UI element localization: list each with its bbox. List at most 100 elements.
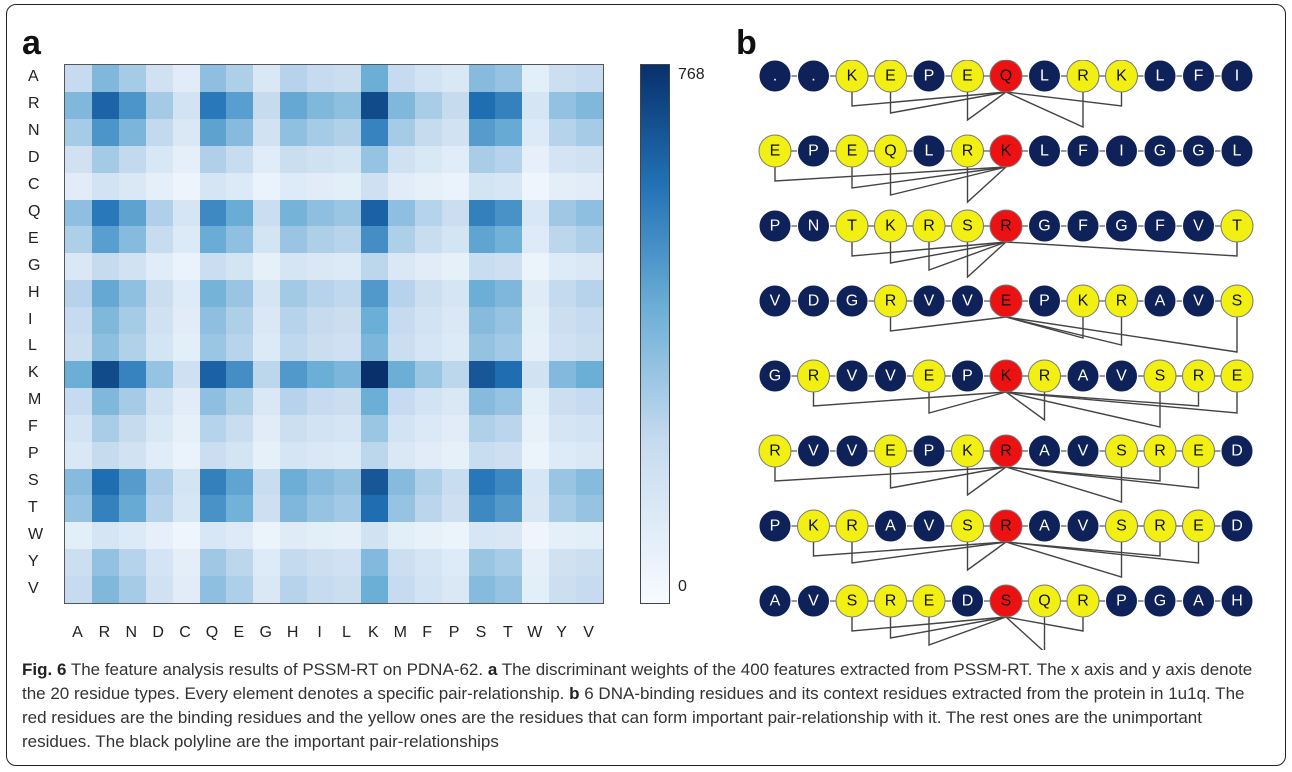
heatmap-cell (468, 118, 496, 147)
other-residue (835, 284, 869, 318)
heatmap-cell (576, 468, 604, 496)
residue-letter: K (808, 518, 819, 535)
heatmap-cell (280, 522, 308, 550)
heatmap-cell (226, 280, 254, 308)
residue-letter: E (1232, 368, 1243, 385)
heatmap-cell (441, 145, 469, 174)
row-label: G (28, 256, 41, 274)
heatmap-cell (441, 199, 469, 227)
context-residue (951, 60, 984, 93)
heatmap-cell (145, 91, 174, 120)
pair-relationship-line (1005, 316, 1084, 339)
context-residue (1066, 60, 1100, 93)
heatmap-cell (145, 495, 174, 523)
heatmap-cell (172, 280, 200, 308)
heatmap-cell (495, 199, 523, 227)
heatmap-cell (226, 576, 254, 604)
row-label: T (28, 498, 38, 516)
caption-a-text: The discriminant weights of the 400 feat… (22, 660, 1253, 703)
heatmap-cell (334, 226, 362, 254)
heatmap-cell (199, 118, 227, 147)
heatmap-cell (576, 495, 604, 523)
residue-letter: P (1116, 593, 1127, 610)
context-residue (951, 509, 984, 543)
residue-letter: R (885, 593, 897, 610)
heatmap-cell (576, 226, 604, 254)
heatmap-cell (334, 576, 362, 604)
heatmap-cell (441, 387, 469, 416)
heatmap-cell (91, 172, 120, 200)
heatmap-cell (280, 226, 308, 254)
caption-b-text: 6 DNA-binding residues and its context r… (22, 684, 1245, 751)
heatmap-cell (387, 441, 416, 469)
residue-letter: L (925, 143, 934, 160)
heatmap-cell (307, 91, 335, 120)
heatmap-cell (495, 549, 523, 577)
heatmap-cell (334, 172, 362, 200)
residue-letter: R (1000, 518, 1012, 535)
heatmap-cell (118, 334, 147, 362)
heatmap-cell (468, 172, 496, 200)
heatmap-cell (91, 387, 120, 416)
residue-letter: S (1155, 368, 1166, 385)
pair-relationship-line (851, 91, 1007, 107)
other-residue (1182, 284, 1215, 318)
heatmap-cell (522, 91, 550, 120)
residue-letter: E (924, 368, 935, 385)
heatmap-cell (576, 199, 604, 227)
heatmap-cell (468, 441, 496, 469)
heatmap-cell (414, 334, 443, 362)
heatmap-cell (360, 495, 389, 523)
residue-letter: Q (884, 143, 896, 160)
other-residue (1028, 134, 1061, 168)
heatmap-cell (414, 118, 443, 147)
pair-relationship-line (774, 166, 1007, 182)
heatmap-cell (549, 387, 577, 416)
other-residue (912, 509, 946, 543)
row-label: H (28, 283, 40, 301)
heatmap-cell (334, 360, 362, 389)
heatmap-cell (226, 549, 254, 577)
residue-letter: F (1155, 218, 1165, 235)
heatmap-cell (91, 118, 120, 147)
heatmap-cell (91, 280, 120, 308)
residue-letter: A (1039, 518, 1050, 535)
heatmap-cell (360, 226, 389, 254)
heatmap-cell (199, 549, 227, 577)
heatmap-cell (549, 226, 577, 254)
heatmap-cell (549, 65, 577, 93)
other-residue (1066, 509, 1100, 543)
residue-letter: E (770, 143, 781, 160)
residue-letter: G (1154, 593, 1166, 610)
heatmap-cell (199, 441, 227, 469)
residue-letter: K (1116, 68, 1127, 85)
residue-letter: V (1116, 368, 1127, 385)
heatmap-cell (468, 495, 496, 523)
heatmap-cell (280, 91, 308, 120)
heatmap-cell (549, 334, 577, 362)
heatmap-cell (495, 226, 523, 254)
pair-relationship-line (1005, 391, 1238, 414)
heatmap-cell (468, 65, 496, 93)
residue-letter: K (1078, 293, 1089, 310)
heatmap-cell (280, 65, 308, 93)
binding-residue (989, 134, 1023, 168)
heatmap-cell (280, 145, 308, 174)
heatmap-cell (226, 226, 254, 254)
heatmap-cell (253, 226, 281, 254)
heatmap-cell (145, 360, 174, 389)
heatmap-cell (91, 199, 120, 227)
heatmap-cell (91, 91, 120, 120)
col-label: K (368, 624, 379, 641)
heatmap-cell (495, 145, 523, 174)
row-label: D (28, 149, 40, 167)
residue-letter: A (770, 593, 781, 610)
residue-letter: I (1119, 143, 1123, 160)
residue-letter: R (769, 443, 781, 460)
heatmap-cell (387, 172, 416, 200)
heatmap-cell (334, 334, 362, 362)
residue-letter: E (1001, 293, 1012, 310)
